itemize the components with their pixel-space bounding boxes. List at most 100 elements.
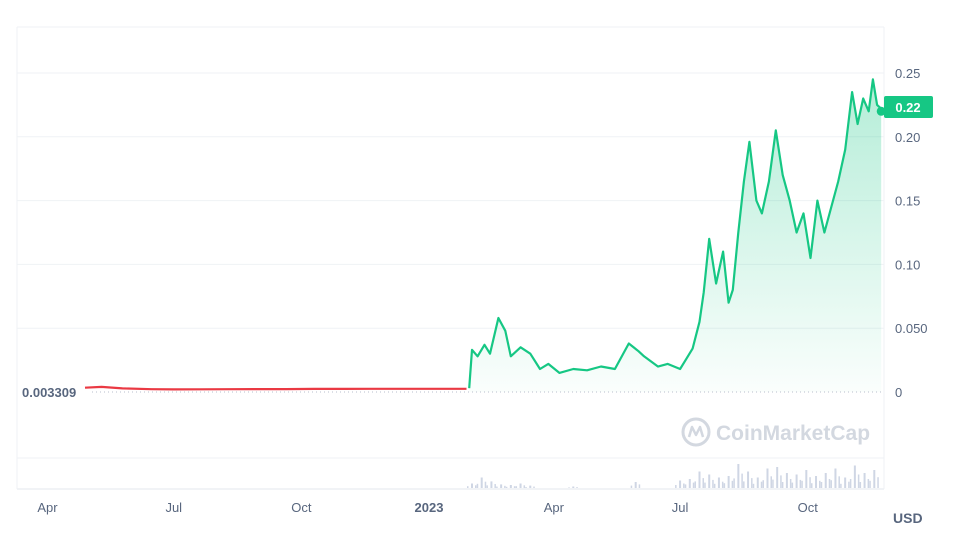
series-line-1 xyxy=(468,78,882,389)
volume-bar xyxy=(785,473,788,488)
series-line-0 xyxy=(84,385,467,391)
volume-bar xyxy=(824,473,827,488)
x-tick-label: Apr xyxy=(544,500,565,515)
volume-bar xyxy=(867,479,870,488)
y-tick-label: 0.20 xyxy=(895,130,920,145)
volume-bar xyxy=(801,480,803,488)
volume-bar xyxy=(733,478,735,488)
watermark-text: CoinMarketCap xyxy=(716,422,870,445)
current-price-badge-text: 0.22 xyxy=(895,100,920,115)
volume-bar xyxy=(721,481,724,488)
volume-bar xyxy=(630,485,633,488)
volume-bar xyxy=(795,474,798,488)
volume-bar xyxy=(698,471,701,488)
volume-bar xyxy=(568,487,570,488)
current-price-badge: 0.22 xyxy=(884,96,933,118)
volume-bar xyxy=(820,482,823,488)
volume-bar xyxy=(789,479,792,488)
volume-bar xyxy=(634,482,637,488)
currency-unit: USD xyxy=(893,510,923,526)
volume-bar xyxy=(572,486,575,488)
volume-bar xyxy=(727,476,730,488)
volume-bar xyxy=(675,485,677,488)
current-price-badge-bg xyxy=(884,96,933,118)
volume-bar xyxy=(704,482,706,488)
volume-bar xyxy=(509,485,512,488)
x-tick-label: Oct xyxy=(291,500,312,515)
volume-bar xyxy=(760,481,763,488)
volume-bar xyxy=(702,478,705,488)
volume-bar xyxy=(863,473,866,488)
volume-bar xyxy=(576,487,578,488)
volume-bar xyxy=(490,481,493,488)
volume-bar xyxy=(513,486,516,488)
y-axis: 0.25 0.20 0.15 0.10 0.050 0 xyxy=(895,66,928,400)
volume-bar xyxy=(712,479,714,488)
volume-bar xyxy=(815,476,818,488)
volume-bar xyxy=(772,479,774,488)
volume-bar xyxy=(834,468,837,488)
y-tick-label: 0 xyxy=(895,385,902,400)
volume-bar xyxy=(519,483,522,488)
volume-bar xyxy=(731,480,734,488)
volume-bar xyxy=(717,477,720,488)
x-tick-label: Apr xyxy=(37,500,58,515)
volume-bar xyxy=(525,487,527,488)
volume-bar xyxy=(849,479,852,488)
series-area-1 xyxy=(469,79,882,393)
volume-bar xyxy=(853,465,856,488)
volume-bar xyxy=(762,480,764,488)
volume-bar xyxy=(523,485,526,488)
volume-bar xyxy=(766,468,769,488)
y-tick-label: 0.25 xyxy=(895,66,920,81)
volume-bar xyxy=(840,483,842,488)
volume-bar xyxy=(770,476,772,488)
volume-bar xyxy=(708,474,711,488)
volume-bar xyxy=(751,478,753,488)
volume-bar xyxy=(500,484,503,488)
volume-bar xyxy=(475,485,477,488)
volume-bar xyxy=(484,481,487,488)
volume-bar xyxy=(838,476,840,488)
volume-bar xyxy=(780,475,782,488)
volume-bar xyxy=(869,480,871,488)
volume-bar xyxy=(873,470,876,488)
volume-bar xyxy=(830,480,832,488)
x-tick-label: Oct xyxy=(798,500,819,515)
volume-bar xyxy=(859,482,862,488)
volume-bar xyxy=(811,483,813,488)
volume-bar xyxy=(799,479,802,488)
current-price-dot xyxy=(876,106,886,116)
price-area xyxy=(469,79,882,393)
volume-bar xyxy=(496,486,498,488)
watermark: CoinMarketCap xyxy=(681,417,870,447)
volume-bar xyxy=(741,473,743,488)
volume-bar xyxy=(467,486,469,488)
y-tick-label: 0.15 xyxy=(895,194,920,209)
volume-bar xyxy=(505,486,508,488)
volume-bar xyxy=(756,477,759,488)
x-tick-label: 2023 xyxy=(415,500,444,515)
volume-bar xyxy=(692,482,695,488)
volume-bar xyxy=(857,474,860,488)
volume-bar xyxy=(529,485,532,488)
volume-bar xyxy=(486,485,488,488)
grid xyxy=(16,26,885,490)
x-axis: Apr Jul Oct 2023 Apr Jul Oct xyxy=(37,500,818,515)
x-tick-label: Jul xyxy=(672,500,689,515)
volume-bar xyxy=(877,477,879,488)
volume-bar xyxy=(805,470,808,488)
volume-bar xyxy=(844,477,847,488)
volume-bar xyxy=(848,481,850,488)
coinmarketcap-logo-icon xyxy=(681,417,711,447)
volume-bar xyxy=(694,481,697,488)
volume-bars xyxy=(467,464,879,488)
volume-bar xyxy=(638,484,641,488)
volume-bar xyxy=(713,483,716,488)
volume-bar xyxy=(752,483,755,488)
volume-bar xyxy=(809,477,811,488)
start-price-label: 0.003309 xyxy=(22,385,76,400)
volume-bar xyxy=(504,485,506,488)
x-tick-label: Jul xyxy=(165,500,182,515)
